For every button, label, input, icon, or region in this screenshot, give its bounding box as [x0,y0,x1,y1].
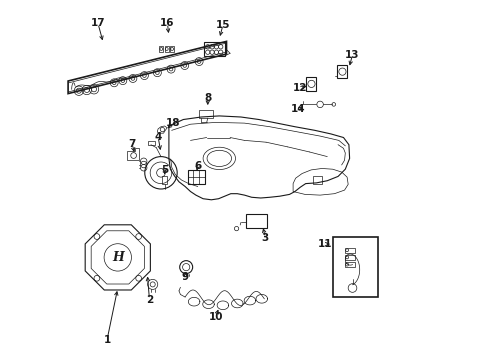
Text: 4: 4 [154,132,162,142]
Bar [159,46,163,52]
Bar [312,176,321,184]
Text: 13: 13 [345,50,359,60]
Bar [148,141,155,145]
Bar [164,46,168,52]
Text: 6: 6 [194,161,201,171]
Text: 18: 18 [165,118,180,128]
Bar [170,46,174,52]
Bar [344,255,355,260]
Bar [332,237,377,297]
Text: 14: 14 [290,104,305,114]
Text: 15: 15 [215,20,230,30]
Text: 8: 8 [203,93,211,103]
Text: 1: 1 [103,335,110,345]
Text: 2: 2 [145,294,153,305]
Text: 3: 3 [261,233,268,243]
Bar [187,170,204,184]
Bar [306,77,316,91]
Bar [246,214,266,228]
Text: 9: 9 [182,272,189,282]
Text: H: H [112,251,123,264]
Text: 7: 7 [128,139,136,149]
Bar [337,65,347,78]
Bar [199,110,212,118]
Bar [162,176,167,184]
Text: 17: 17 [90,18,105,28]
Text: 11: 11 [317,239,332,249]
Bar [204,42,224,56]
Text: 16: 16 [160,18,174,28]
Text: 5: 5 [161,165,168,175]
Text: 10: 10 [208,312,223,322]
Bar [344,262,355,267]
Text: 12: 12 [292,83,307,93]
Bar [344,248,355,253]
